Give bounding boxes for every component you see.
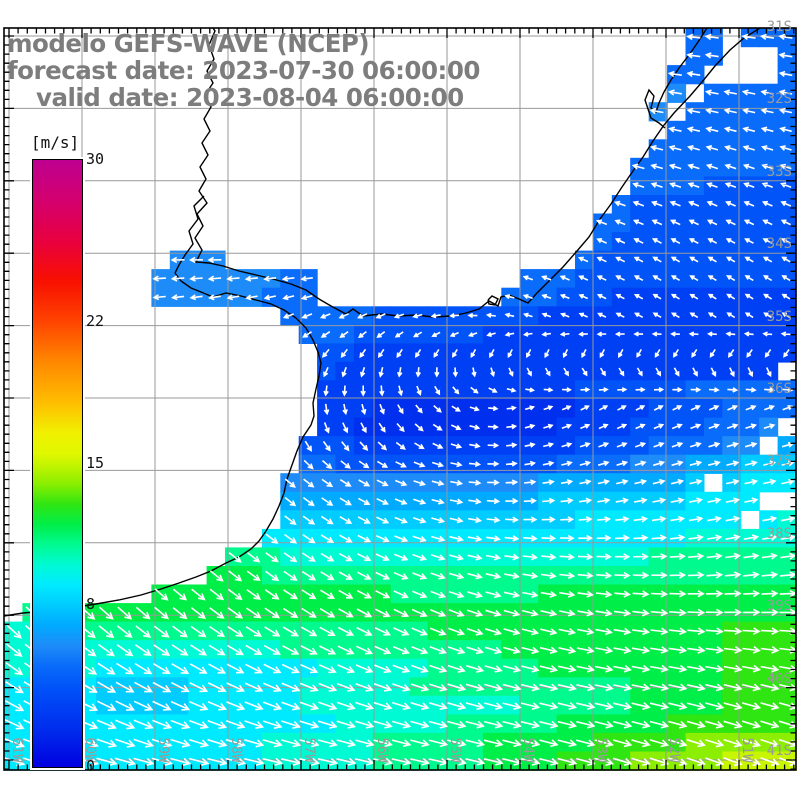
- longitude-label: 59W: [155, 737, 171, 763]
- longitude-label: 58W: [228, 737, 244, 763]
- model-title: modelo GEFS-WAVE (NCEP): [7, 29, 370, 58]
- latitude-label: 39S: [766, 598, 792, 615]
- colorbar-tick-label: 22: [86, 311, 105, 330]
- longitude-label: 55W: [447, 737, 463, 763]
- latitude-label: 37S: [766, 453, 792, 470]
- colorbar-tick-label: 8: [86, 595, 96, 614]
- forecast-date: forecast date: 2023-07-30 06:00:00: [7, 56, 480, 85]
- longitude-label: 57W: [301, 737, 317, 763]
- latitude-label: 35S: [766, 308, 792, 325]
- latitude-label: 32S: [766, 91, 792, 108]
- map-frame-ticks: [3, 27, 797, 771]
- colorbar: [30, 157, 85, 770]
- longitude-label: 61W: [9, 737, 25, 763]
- valid-date: valid date: 2023-08-04 06:00:00: [36, 83, 464, 112]
- latitude-label: 36S: [766, 381, 792, 397]
- longitude-label: 52W: [666, 737, 682, 763]
- colorbar-tick-label: 30: [86, 150, 105, 168]
- longitude-label: 53W: [593, 737, 609, 763]
- latitude-label: 33S: [766, 163, 792, 180]
- longitude-label: 51W: [739, 737, 755, 763]
- longitude-label: 56W: [374, 737, 390, 763]
- colorbar-tick-label: 0: [86, 757, 96, 775]
- longitude-label: 54W: [520, 737, 536, 763]
- graticule: [4, 28, 796, 770]
- sea-speed-cells: [4, 28, 797, 771]
- latitude-label: 31S: [766, 19, 792, 35]
- latitude-label: 40S: [766, 670, 792, 687]
- colorbar-unit-label: [m/s]: [30, 133, 81, 152]
- latitude-label: 38S: [766, 525, 792, 542]
- colorbar-tick-label: 15: [86, 453, 105, 472]
- latitude-label: 34S: [766, 236, 792, 253]
- wave-direction-arrows: [4, 33, 798, 767]
- latitude-label: 41S: [766, 743, 792, 759]
